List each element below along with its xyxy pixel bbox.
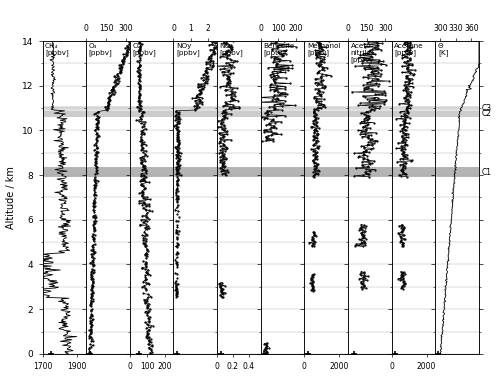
Text: Aceto-
nitrile
[pptv]: Aceto- nitrile [pptv] bbox=[350, 43, 374, 63]
Bar bbox=[217, 106, 260, 111]
Bar bbox=[261, 111, 304, 117]
Bar bbox=[348, 111, 392, 117]
Text: Methanol
[pptv]: Methanol [pptv] bbox=[307, 43, 340, 56]
Bar bbox=[348, 167, 392, 178]
Bar bbox=[86, 111, 130, 117]
Bar bbox=[348, 106, 392, 111]
Text: C2: C2 bbox=[482, 109, 492, 118]
Bar bbox=[86, 106, 130, 111]
Y-axis label: Altitude / km: Altitude / km bbox=[6, 166, 16, 229]
Text: CH₄
[ppbv]: CH₄ [ppbv] bbox=[45, 43, 69, 56]
Text: NOy
[ppbv]: NOy [ppbv] bbox=[176, 43, 200, 56]
Text: NO
[ppbv]: NO [ppbv] bbox=[220, 43, 244, 56]
Bar bbox=[130, 111, 174, 117]
Bar bbox=[436, 167, 479, 178]
Bar bbox=[217, 111, 260, 117]
Text: Benzene
[pptv]: Benzene [pptv] bbox=[264, 43, 294, 56]
Bar bbox=[174, 111, 217, 117]
Text: CO
[ppbv]: CO [ppbv] bbox=[132, 43, 156, 56]
Bar bbox=[217, 167, 260, 178]
Bar bbox=[174, 106, 217, 111]
Text: Θ
[K]: Θ [K] bbox=[438, 43, 448, 56]
Bar bbox=[436, 106, 479, 111]
Bar bbox=[436, 111, 479, 117]
Bar bbox=[86, 167, 130, 178]
Bar bbox=[130, 167, 174, 178]
Bar bbox=[392, 111, 436, 117]
Text: O₃
[ppbv]: O₃ [ppbv] bbox=[89, 43, 112, 56]
Bar bbox=[42, 111, 86, 117]
Bar bbox=[304, 111, 348, 117]
Text: C3: C3 bbox=[482, 104, 492, 113]
Bar bbox=[261, 106, 304, 111]
Text: Acetone
[pptv]: Acetone [pptv] bbox=[394, 43, 424, 56]
Bar bbox=[261, 167, 304, 178]
Bar bbox=[392, 106, 436, 111]
Bar bbox=[304, 106, 348, 111]
Bar bbox=[392, 167, 436, 178]
Bar bbox=[304, 167, 348, 178]
Bar bbox=[42, 167, 86, 178]
Bar bbox=[174, 167, 217, 178]
Bar bbox=[130, 106, 174, 111]
Bar bbox=[42, 106, 86, 111]
Text: C1: C1 bbox=[482, 168, 492, 177]
